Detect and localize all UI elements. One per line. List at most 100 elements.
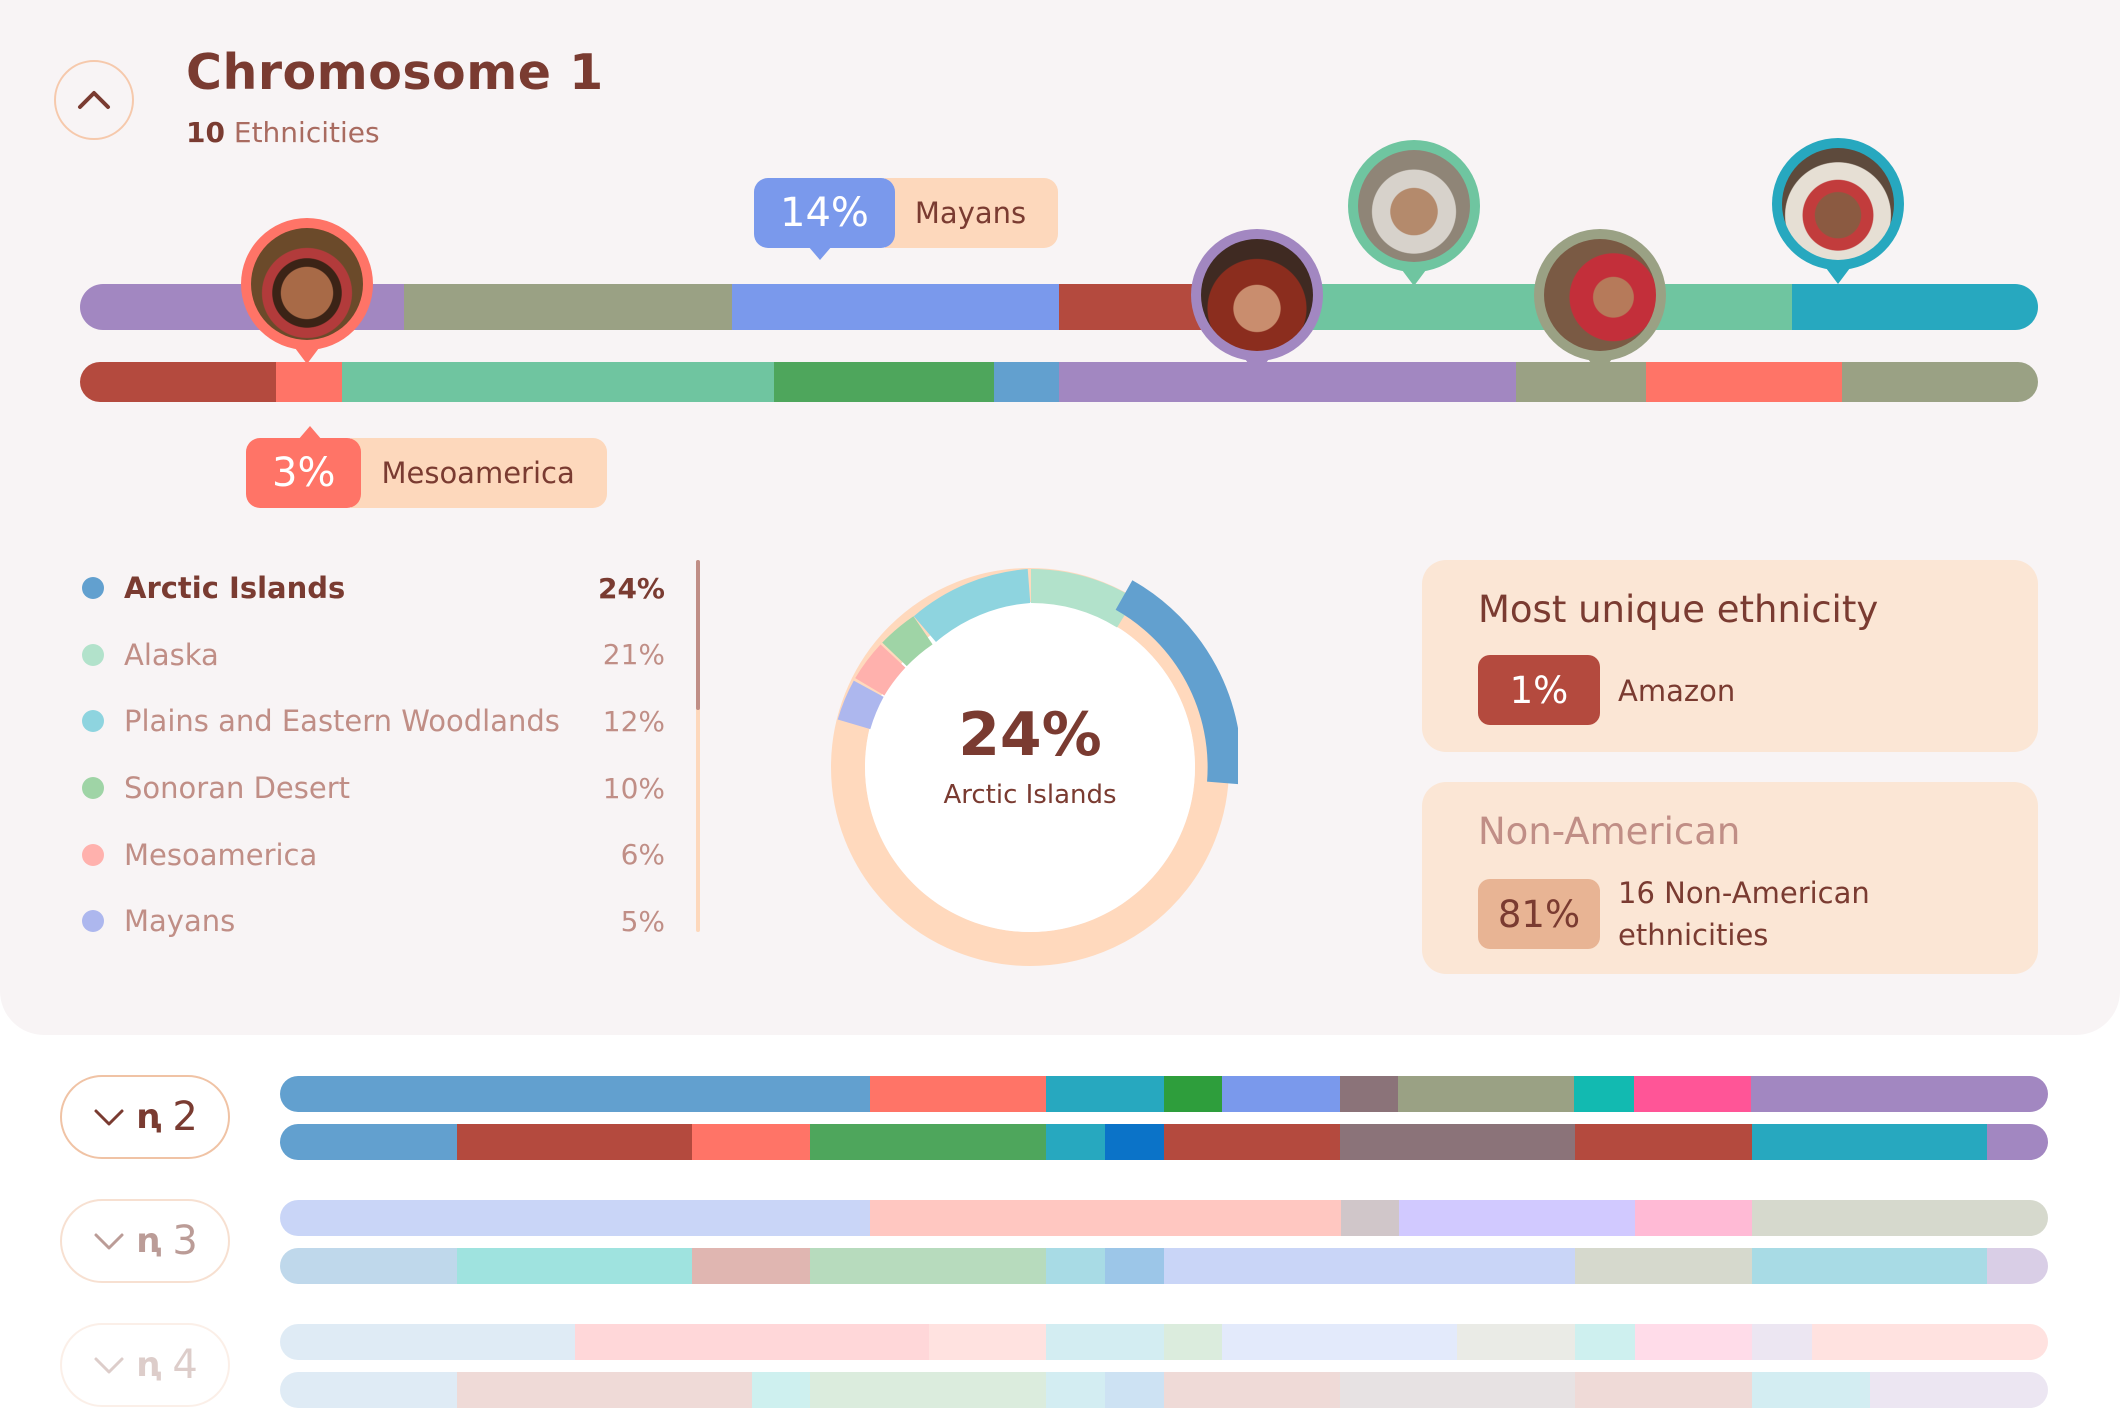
bar-segment[interactable] (1516, 362, 1646, 402)
bar-segment[interactable] (1646, 362, 1842, 402)
bar-segment[interactable] (1575, 1124, 1752, 1160)
bar-segment[interactable] (276, 362, 342, 402)
bar-segment[interactable] (342, 362, 774, 402)
bar-segment[interactable] (1164, 1248, 1575, 1284)
bar-segment[interactable] (1259, 284, 1792, 330)
bar-segment[interactable] (280, 1324, 575, 1360)
bar-segment[interactable] (1634, 1076, 1751, 1112)
legend-item[interactable]: Alaska 21% (80, 622, 665, 689)
bar-segment[interactable] (1792, 284, 2038, 330)
bar-segment[interactable] (994, 362, 1059, 402)
bar-segment[interactable] (1575, 1248, 1752, 1284)
bar-segment[interactable] (692, 1248, 810, 1284)
bar-segment[interactable] (1870, 1372, 2048, 1408)
bar-segment[interactable] (1340, 1124, 1575, 1160)
avatar-marker-alaska[interactable] (1348, 140, 1480, 286)
bar-segment[interactable] (1635, 1324, 1752, 1360)
bar-segment[interactable] (1987, 1248, 2048, 1284)
bar-segment[interactable] (1751, 1076, 2048, 1112)
avatar (251, 228, 363, 340)
bar-segment[interactable] (575, 1324, 929, 1360)
tag-mayans[interactable]: 14% Mayans (754, 178, 1059, 260)
bar-segment[interactable] (1046, 1124, 1105, 1160)
donut-segment-mayans[interactable] (837, 680, 884, 730)
avatar-marker-mesoamerica[interactable] (241, 218, 373, 364)
bar-segment[interactable] (774, 362, 994, 402)
bar-segment[interactable] (1842, 362, 2038, 402)
legend-item[interactable]: Plains and Eastern Woodlands 12% (80, 688, 665, 755)
bar-segment[interactable] (1340, 1372, 1575, 1408)
legend-scrollbar[interactable] (696, 560, 700, 932)
tag-mesoamerica[interactable]: 3% Mesoamerica (246, 426, 607, 508)
bar-segment[interactable] (870, 1200, 1341, 1236)
non-american-card[interactable]: Non-American 81% 16 Non-American ethnici… (1422, 782, 2038, 974)
legend-item[interactable]: Mesoamerica 6% (80, 821, 665, 888)
bar-segment[interactable] (80, 362, 276, 402)
bar-segment[interactable] (1752, 1324, 1812, 1360)
bar-segment[interactable] (1046, 1324, 1164, 1360)
chromosome-2-toggle[interactable]: ꞑ 2 (60, 1075, 230, 1159)
bar-segment[interactable] (1575, 1372, 1752, 1408)
bar-segment[interactable] (280, 1124, 457, 1160)
bar-segment[interactable] (752, 1372, 810, 1408)
bar-segment[interactable] (692, 1124, 810, 1160)
bar-segment[interactable] (1752, 1200, 2048, 1236)
bar-segment[interactable] (1987, 1124, 2048, 1160)
bar-segment[interactable] (1046, 1372, 1105, 1408)
bar-segment[interactable] (1341, 1200, 1399, 1236)
bar-segment[interactable] (1752, 1124, 1987, 1160)
chromosome-4-toggle[interactable]: ꞑ 4 (60, 1323, 230, 1407)
bar-segment[interactable] (280, 1248, 457, 1284)
bar-segment[interactable] (1340, 1076, 1398, 1112)
bar-segment[interactable] (870, 1076, 1046, 1112)
collapse-button[interactable] (54, 60, 134, 140)
donut-segment-mesoamerica[interactable] (855, 644, 906, 696)
bar-segment[interactable] (929, 1324, 1046, 1360)
bar-segment[interactable] (1398, 1076, 1574, 1112)
donut-segment-sonoran-desert[interactable] (882, 616, 933, 667)
legend-item[interactable]: Sonoran Desert 10% (80, 755, 665, 822)
bar-segment[interactable] (1164, 1124, 1340, 1160)
bar-segment[interactable] (457, 1372, 752, 1408)
bar-segment[interactable] (280, 1076, 870, 1112)
avatar-marker-arctic[interactable] (1772, 138, 1904, 284)
bar-segment[interactable] (1635, 1200, 1752, 1236)
bar-segment[interactable] (810, 1248, 1046, 1284)
legend-item[interactable]: Arctic Islands 24% (80, 555, 665, 622)
legend-item[interactable]: Mayans 5% (80, 888, 665, 955)
bar-segment[interactable] (1752, 1248, 1987, 1284)
bar-segment[interactable] (1222, 1076, 1340, 1112)
bar-segment[interactable] (810, 1124, 1046, 1160)
avatar-marker-mayans[interactable] (1191, 229, 1323, 375)
bar-segment[interactable] (1046, 1248, 1105, 1284)
bar-segment[interactable] (1457, 1324, 1575, 1360)
bar-segment[interactable] (1222, 1324, 1457, 1360)
bar-segment[interactable] (1059, 362, 1516, 402)
bar-segment[interactable] (457, 1124, 692, 1160)
bar-segment[interactable] (1105, 1372, 1164, 1408)
bar-segment[interactable] (1164, 1324, 1222, 1360)
bar-segment[interactable] (1752, 1372, 1870, 1408)
legend-scrollbar-thumb[interactable] (696, 560, 700, 710)
bar-segment[interactable] (1164, 1372, 1340, 1408)
bar-segment[interactable] (732, 284, 1059, 330)
bar-segment[interactable] (404, 284, 732, 330)
bar-segment[interactable] (1399, 1200, 1635, 1236)
bar-segment[interactable] (1105, 1124, 1164, 1160)
bar-segment[interactable] (1575, 1324, 1635, 1360)
bar-segment[interactable] (1164, 1076, 1222, 1112)
bar-segment[interactable] (280, 1200, 870, 1236)
chromosome-3-toggle[interactable]: ꞑ 3 (60, 1199, 230, 1283)
donut-segment-plains[interactable] (913, 569, 1031, 643)
bar-segment[interactable] (1574, 1076, 1634, 1112)
bar-segment[interactable] (1812, 1324, 2048, 1360)
avatar-marker-andes[interactable] (1534, 229, 1666, 375)
chevron-down-icon (94, 1109, 124, 1126)
bar-segment[interactable] (280, 1372, 457, 1408)
bar-segment[interactable] (1046, 1076, 1164, 1112)
most-unique-card[interactable]: Most unique ethnicity 1% Amazon (1422, 560, 2038, 752)
bar-segment[interactable] (457, 1248, 692, 1284)
bar-segment[interactable] (1105, 1248, 1164, 1284)
bar-segment[interactable] (810, 1372, 1046, 1408)
donut-segment-arctic-islands[interactable] (1115, 580, 1238, 785)
